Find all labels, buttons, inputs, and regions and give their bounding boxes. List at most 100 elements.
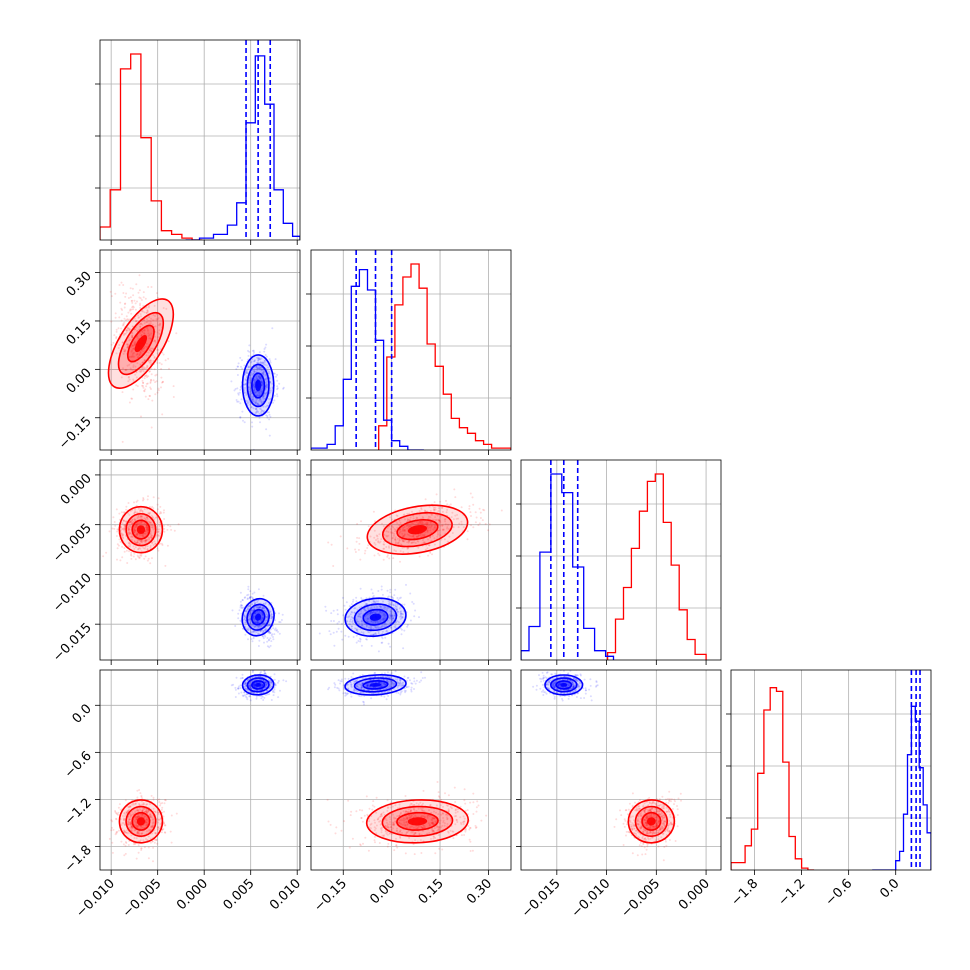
- blue-histogram-0: [185, 55, 300, 240]
- blue-contour-level: [369, 682, 382, 687]
- grid: [521, 460, 721, 660]
- panel-content: [102, 495, 284, 649]
- x-tick-label: −0.005: [120, 876, 165, 921]
- panel-frame: [310, 459, 512, 661]
- panel-frame: [520, 459, 722, 661]
- red-histogram-3: [731, 687, 815, 870]
- x-tick-label: 0.0: [877, 876, 902, 901]
- red-contour-level: [136, 817, 146, 826]
- panel-2-2: [516, 459, 722, 665]
- panel-content: [107, 274, 285, 450]
- panel-frame: [99, 669, 301, 871]
- y-tick-label: −0.15: [56, 414, 95, 453]
- x-tick-label: −1.8: [728, 876, 761, 909]
- y-tick-label: 0.30: [64, 269, 95, 300]
- red-contour-level: [136, 525, 146, 535]
- red-histogram-0: [100, 53, 203, 240]
- grid: [100, 250, 300, 450]
- y-tick-label: 0.000: [58, 471, 95, 508]
- x-tick-label: −0.15: [311, 876, 350, 915]
- panel-1-1: [306, 249, 512, 455]
- x-tick-label: −0.010: [73, 876, 118, 921]
- y-tick-label: 0.00: [64, 366, 95, 397]
- panel-content: [731, 670, 931, 870]
- grid: [100, 40, 300, 240]
- y-tick-label: 0.0: [70, 702, 95, 727]
- panel-1-0: [95, 249, 301, 455]
- panel-content: [532, 670, 682, 862]
- panel-frame: [310, 249, 512, 451]
- red-contour-level: [134, 335, 148, 353]
- panel-frame: [99, 249, 301, 451]
- blue-contours: [241, 597, 275, 637]
- blue-histogram-1: [311, 268, 424, 450]
- y-tick-label: −0.010: [50, 571, 95, 616]
- blue-contours: [544, 674, 584, 696]
- panel-frame: [310, 669, 512, 871]
- grid: [311, 670, 511, 870]
- grid: [521, 670, 721, 870]
- red-contours: [107, 298, 175, 389]
- x-tick-label: 0.000: [676, 876, 713, 913]
- panel-content: [311, 250, 511, 450]
- red-samples: [327, 488, 503, 567]
- panel-3-2: [516, 669, 722, 875]
- red-contours: [627, 799, 676, 844]
- x-tick-label: 0.000: [174, 876, 211, 913]
- y-tick-label: −0.6: [62, 749, 95, 782]
- x-tick-label: 0.005: [221, 876, 258, 913]
- panel-frame: [99, 459, 301, 661]
- x-tick-label: −0.010: [569, 876, 614, 921]
- blue-contour-level: [560, 683, 568, 687]
- x-tick-label: 0.15: [416, 876, 447, 907]
- y-tick-label: 0.15: [64, 317, 95, 348]
- x-tick-label: −0.6: [823, 876, 856, 909]
- blue-contour-level: [255, 613, 262, 621]
- y-tick-label: −0.005: [50, 521, 95, 566]
- grid: [100, 670, 300, 870]
- blue-contours: [344, 597, 407, 637]
- x-tick-label: −0.005: [619, 876, 664, 921]
- blue-histogram-2: [521, 473, 615, 660]
- panel-3-0: [95, 669, 301, 875]
- panel-content: [108, 670, 288, 863]
- blue-contours: [241, 354, 275, 417]
- grid: [311, 460, 511, 660]
- blue-contours: [344, 674, 407, 696]
- x-tick-label: 0.30: [464, 876, 495, 907]
- blue-contour-level: [255, 682, 262, 687]
- panel-content: [318, 488, 503, 653]
- y-tick-label: −1.8: [62, 843, 95, 876]
- y-tick-label: −1.2: [62, 796, 95, 829]
- red-contour-level: [407, 817, 428, 826]
- blue-contours: [241, 674, 275, 696]
- red-histogram-1: [378, 263, 511, 450]
- red-contour-level: [646, 817, 656, 826]
- panel-3-1: [306, 669, 512, 875]
- red-contours: [366, 504, 469, 555]
- grid: [311, 250, 511, 450]
- red-histogram-2: [606, 473, 707, 660]
- panel-0-0: [95, 39, 301, 245]
- red-contour-level: [407, 524, 428, 535]
- panel-2-0: [95, 459, 301, 665]
- panel-2-1: [306, 459, 512, 665]
- blue-contour-level: [255, 379, 262, 392]
- y-tick-label: −0.015: [50, 620, 95, 665]
- x-tick-label: 0.00: [367, 876, 398, 907]
- panel-3-3: [726, 669, 932, 875]
- panel-content: [521, 460, 707, 660]
- red-contours: [118, 799, 164, 844]
- panel-content: [326, 670, 488, 856]
- blue-contour-level: [369, 613, 382, 621]
- panel-content: [100, 40, 300, 240]
- blue-histogram-3: [872, 705, 931, 870]
- x-tick-label: −1.2: [775, 876, 808, 909]
- x-tick-label: −0.015: [519, 876, 564, 921]
- panel-frame: [730, 669, 932, 871]
- x-tick-label: 0.010: [267, 876, 304, 913]
- red-contours: [118, 505, 164, 554]
- red-contours: [365, 799, 470, 844]
- panel-frame: [99, 39, 301, 241]
